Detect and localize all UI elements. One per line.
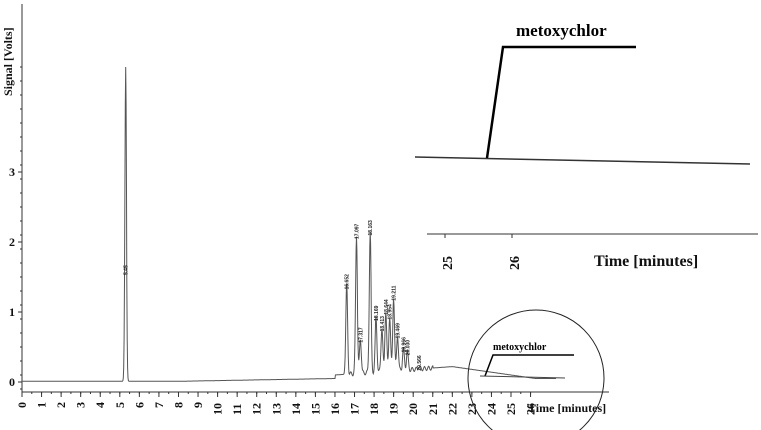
peak-label: 5.45 <box>124 265 130 275</box>
x-tick-label: 22 <box>445 403 459 415</box>
x-tick-label: 10 <box>211 403 225 415</box>
small-baseline <box>479 375 566 379</box>
x-tick-label: 21 <box>426 403 440 415</box>
x-tick-label: 1 <box>35 402 49 408</box>
x-tick-label: 3 <box>74 402 88 408</box>
x-tick-label: 11 <box>230 404 244 415</box>
y-tick-label: 2 <box>9 235 15 249</box>
x-tick-label: 8 <box>171 402 185 408</box>
inset-tick-label-26: 26 <box>508 256 523 270</box>
y-tick-label: 1 <box>9 305 15 319</box>
x-tick-label: 16 <box>328 403 342 415</box>
metoxychlor-inset-label: metoxychlor <box>516 21 607 40</box>
peak-labels: 5.45 16.652 17.097 17.317 18.163 18.16918.413… <box>124 220 423 371</box>
inset-tick-label-25: 25 <box>441 256 456 270</box>
x-tick-label: 9 <box>191 402 205 408</box>
zoom-highlight-circle <box>467 309 605 430</box>
peak-label: 17.097 <box>354 223 360 239</box>
peak-label: 16.652 <box>345 274 351 290</box>
peak-label: 18.954 <box>388 304 394 320</box>
x-tick-label: 6 <box>132 402 146 408</box>
peak-label: 20.566 <box>417 355 423 371</box>
y-tick-label: 0 <box>9 375 15 389</box>
x-tick-label: 24 <box>484 403 498 415</box>
x-tick-label: 4 <box>93 402 107 408</box>
x-tick-label: 15 <box>308 403 322 415</box>
peak-label: 18.163 <box>368 220 374 236</box>
x-tick-label: 20 <box>406 403 420 415</box>
metoxychlor-small-callout <box>484 354 574 377</box>
metoxychlor-small-label: metoxychlor <box>493 342 547 353</box>
peak-label: 18.169 <box>374 305 380 321</box>
x-tick-label: 13 <box>269 403 283 415</box>
y-tick-label: 3 <box>9 165 15 179</box>
x-tick-label: 19 <box>387 403 401 415</box>
main-x-axis-title: Time [minutes] <box>528 401 606 415</box>
peak-label: 19.211 <box>392 285 398 300</box>
peak-label: 19.966 <box>401 337 407 353</box>
x-tick-label: 7 <box>152 402 166 408</box>
x-tick-label: 0 <box>15 402 29 408</box>
x-tick-label: 12 <box>250 403 264 415</box>
peak-label: 17.317 <box>358 327 364 343</box>
x-tick-label: 17 <box>348 403 362 415</box>
main-x-ticks: 0 1 2 3 4 5 6 7 8 9 10 11 12 13 14 15 16 17 18 19 20 21 22 23 24… <box>15 392 538 415</box>
main-y-ticks: 0 1 2 3 <box>9 66 22 390</box>
x-tick-label: 23 <box>465 403 479 415</box>
x-tick-label: 18 <box>367 403 381 415</box>
peak-label: 20.030 <box>405 340 411 356</box>
chromatogram-trace <box>22 66 556 382</box>
x-tick-label: 5 <box>113 402 127 408</box>
x-tick-label: 26 <box>524 403 538 415</box>
peak-label: 18.644 <box>384 299 390 315</box>
metoxychlor-inset-callout <box>485 45 636 159</box>
peak-label: 19.469 <box>396 323 402 339</box>
x-tick-label: 14 <box>289 403 303 415</box>
x-tick-label: 25 <box>504 403 518 415</box>
inset-x-axis-title: Time [minutes] <box>594 253 698 270</box>
peak-label: 18.413 <box>380 316 386 332</box>
x-tick-label: 2 <box>54 402 68 408</box>
inset-baseline <box>414 156 751 165</box>
main-y-axis-title: Signal [Volts] <box>1 27 15 96</box>
